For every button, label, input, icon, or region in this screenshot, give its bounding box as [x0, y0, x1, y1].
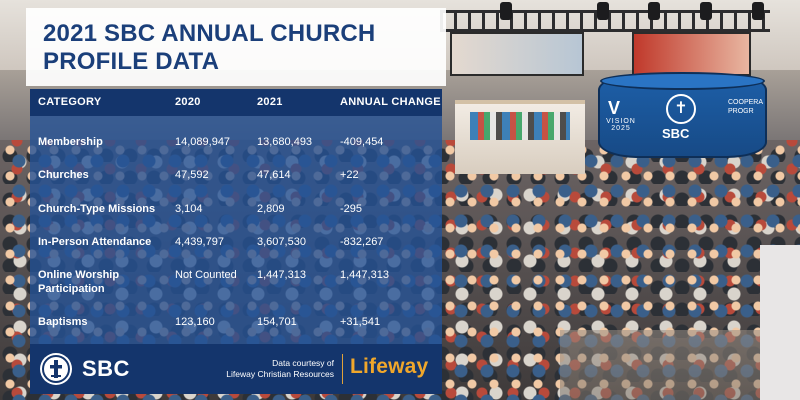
table-row: Baptisms 123,160 154,701 +31,541 — [30, 315, 442, 349]
value-2021-cell: 154,701 — [257, 316, 297, 328]
card-footer: SBC Data courtesy of Lifeway Christian R… — [30, 344, 442, 394]
change-cell: -295 — [340, 203, 363, 215]
table-header: CATEGORY 2020 2021 ANNUAL CHANGE — [30, 89, 442, 116]
sbc-wordmark: SBC — [82, 356, 130, 381]
spotlight-icon — [752, 2, 764, 20]
value-2021-cell: 1,447,313 — [257, 269, 306, 281]
vision-mark: V — [608, 98, 621, 118]
table-body: Membership 14,089,947 13,680,493 -409,45… — [30, 116, 442, 344]
spotlight-icon — [648, 2, 660, 20]
footer-divider — [342, 354, 343, 384]
value-2020-cell: 47,592 — [175, 169, 209, 181]
table-row: Churches 47,592 47,614 +22 — [30, 168, 442, 202]
sign-side-text: COOPERA PROGR — [728, 99, 763, 115]
floor-area — [560, 330, 760, 400]
value-2021-cell: 13,680,493 — [257, 136, 313, 148]
value-2021-cell: 3,607,530 — [257, 236, 306, 248]
table-row: Online Worship Participation Not Counted… — [30, 268, 442, 302]
category-cell: Online Worship Participation — [38, 268, 119, 296]
value-2020-cell: 3,104 — [175, 203, 203, 215]
table-row: Church-Type Missions 3,104 2,809 -295 — [30, 202, 442, 236]
title-panel: 2021 SBC ANNUAL CHURCH PROFILE DATA — [26, 8, 446, 86]
category-line-1: Online Worship — [38, 269, 120, 281]
category-cell: Churches — [38, 169, 89, 181]
column-header-2020: 2020 — [175, 96, 201, 108]
credit-line-2: Lifeway Christian Resources — [226, 369, 334, 379]
lifeway-logo: Lifeway — [350, 355, 429, 378]
title-line-2: PROFILE DATA — [43, 48, 220, 75]
category-cell: Membership — [38, 136, 103, 148]
category-cell: Baptisms — [38, 316, 88, 328]
change-cell: +22 — [340, 169, 359, 181]
change-cell: -409,454 — [340, 136, 384, 148]
category-cell: In-Person Attendance — [38, 236, 152, 248]
change-cell: 1,447,313 — [340, 269, 389, 281]
data-credit: Data courtesy of Lifeway Christian Resou… — [226, 358, 334, 380]
value-2021-cell: 47,614 — [257, 169, 291, 181]
profile-data-card: 2021 SBC ANNUAL CHURCH PROFILE DATA CATE… — [26, 8, 446, 394]
vision-text: VISION 2025 — [606, 118, 636, 132]
category-cell: Church-Type Missions — [38, 203, 156, 215]
credit-line-1: Data courtesy of — [272, 358, 334, 368]
booth-panel — [760, 245, 800, 400]
column-header-2021: 2021 — [257, 96, 283, 108]
video-screen — [632, 32, 751, 76]
sign-top-ring — [600, 72, 765, 90]
shirt-display — [470, 112, 570, 140]
table-row: In-Person Attendance 4,439,797 3,607,530… — [30, 235, 442, 269]
title-line-1: 2021 SBC ANNUAL CHURCH — [43, 20, 376, 47]
sign-logo-text: SBC — [662, 126, 690, 141]
change-cell: +31,541 — [340, 316, 381, 328]
spotlight-icon — [700, 2, 712, 20]
table-row: Membership 14,089,947 13,680,493 -409,45… — [30, 135, 442, 169]
lighting-truss — [440, 10, 770, 32]
value-2020-cell: 123,160 — [175, 316, 215, 328]
change-cell: -832,267 — [340, 236, 384, 248]
value-2021-cell: 2,809 — [257, 203, 285, 215]
sbc-booth-sign: V VISION 2025 ✝ SBC COOPERA PROGR — [598, 72, 767, 158]
card-title: 2021 SBC ANNUAL CHURCH PROFILE DATA — [43, 20, 375, 76]
value-2020-cell: 4,439,797 — [175, 236, 224, 248]
value-2020-cell: 14,089,947 — [175, 136, 231, 148]
spotlight-icon — [597, 2, 609, 20]
column-header-category: CATEGORY — [38, 96, 102, 108]
sbc-cross-logo-icon — [40, 353, 72, 385]
value-2020-cell: Not Counted — [175, 269, 237, 281]
category-line-2: Participation — [38, 283, 105, 295]
cross-icon: ✝ — [666, 94, 696, 124]
spotlight-icon — [500, 2, 512, 20]
video-screen — [450, 32, 584, 76]
column-header-annual-change: ANNUAL CHANGE — [340, 96, 441, 108]
